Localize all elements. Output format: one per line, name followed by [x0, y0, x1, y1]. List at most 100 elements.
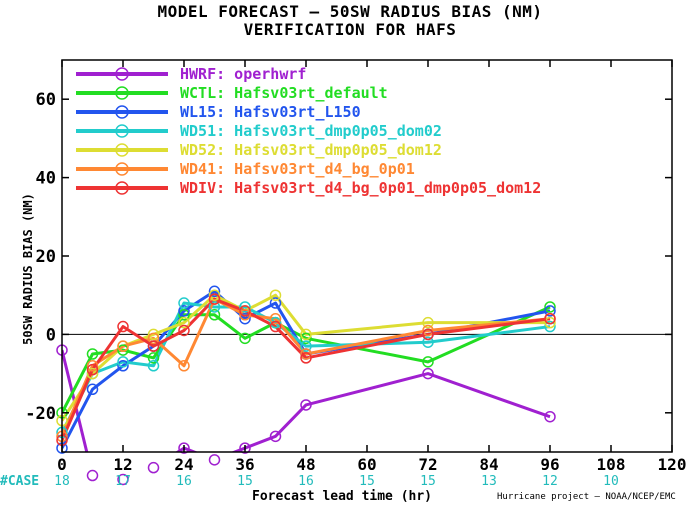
- legend-marker-1: [115, 86, 129, 100]
- legend-marker-0: [115, 67, 129, 81]
- data-point-2-7: [269, 297, 282, 309]
- data-point-0-10: [544, 410, 556, 423]
- data-point-5-2: [117, 340, 129, 352]
- chart-title: MODEL FORECAST – 50SW RADIUS BIAS (NM): [157, 2, 543, 21]
- data-point-2-4: [178, 305, 190, 317]
- data-point-5-9: [422, 324, 434, 337]
- data-point-2-1: [86, 383, 99, 396]
- legend-entry-5: WD41: Hafsv03rt_d4_bg_0p01: [180, 160, 415, 178]
- data-point-3-7: [269, 316, 282, 329]
- data-point-3-5: [208, 301, 221, 313]
- x-tick-label: 96: [540, 455, 559, 474]
- data-point-3-10: [544, 320, 556, 333]
- series-line-0: [62, 349, 551, 452]
- legend-marker-2: [115, 105, 129, 119]
- case-count: 13: [481, 474, 497, 489]
- x-axis-label: Forecast lead time (hr): [252, 489, 433, 504]
- data-point-5-3: [147, 332, 160, 345]
- data-point-6-9: [422, 328, 434, 341]
- data-point-0-2: [117, 473, 129, 486]
- series-line-5: [62, 297, 551, 437]
- data-point-1-8: [300, 332, 312, 345]
- data-point-5-8: [300, 348, 312, 360]
- data-point-4-10: [544, 316, 556, 329]
- data-point-5-6: [239, 309, 251, 321]
- data-point-3-2: [117, 356, 129, 368]
- data-point-6-2: [117, 320, 129, 333]
- series-line-2: [62, 289, 551, 449]
- x-tick-label: 24: [174, 455, 193, 474]
- data-point-6-8: [300, 352, 312, 364]
- data-point-5-1: [86, 360, 99, 372]
- x-tick-label: 36: [235, 455, 254, 474]
- y-tick-label: -20: [25, 404, 56, 424]
- x-tick-label: 120: [658, 455, 687, 474]
- series-lines: [62, 289, 551, 452]
- x-tick-label: 48: [296, 455, 315, 474]
- case-count: 17: [115, 474, 131, 489]
- case-count: 15: [359, 474, 375, 489]
- data-point-0-8: [300, 399, 312, 411]
- data-point-2-10: [544, 305, 556, 317]
- case-count: 12: [542, 474, 558, 489]
- data-point-0-1: [86, 469, 99, 482]
- data-point-1-1: [86, 348, 99, 360]
- data-point-4-4: [178, 316, 190, 329]
- x-tick-label: 84: [479, 455, 498, 474]
- data-point-4-5: [208, 289, 221, 301]
- legend-marker-5: [115, 162, 129, 176]
- data-point-4-3: [147, 328, 160, 341]
- data-point-2-5: [208, 285, 221, 298]
- case-count: 15: [237, 474, 253, 489]
- x-tick-label: 72: [418, 455, 437, 474]
- data-point-0-5: [208, 454, 221, 466]
- series-line-6: [62, 297, 551, 441]
- data-point-1-3: [147, 352, 160, 364]
- data-point-1-10: [544, 301, 556, 313]
- legend-entry-2: WL15: Hafsv03rt_L150: [180, 103, 361, 121]
- data-point-5-4: [178, 360, 190, 372]
- data-point-1-4: [178, 309, 190, 321]
- case-count: 10: [603, 474, 619, 489]
- data-point-6-6: [239, 305, 251, 317]
- data-point-1-9: [422, 356, 434, 368]
- case-count: 15: [420, 474, 436, 489]
- data-point-6-3: [147, 340, 160, 352]
- y-tick-label: 60: [36, 90, 56, 110]
- series-line-4: [62, 293, 550, 422]
- data-point-2-6: [239, 312, 251, 325]
- legend-entry-4: WD52: Hafsv03rt_dmp0p05_dom12: [180, 141, 442, 159]
- data-point-4-7: [269, 289, 282, 301]
- case-count: 16: [176, 474, 192, 489]
- x-tick-label: 0: [57, 455, 67, 474]
- data-point-4-9: [422, 316, 434, 329]
- y-tick-label: 40: [36, 169, 56, 189]
- legend-marker-3: [115, 124, 129, 138]
- data-point-0-9: [422, 367, 434, 380]
- y-tick-label: 20: [36, 247, 56, 267]
- y-tick-label: 0: [46, 325, 56, 345]
- data-point-5-7: [269, 312, 282, 325]
- data-point-3-6: [239, 301, 251, 313]
- data-point-1-6: [239, 332, 251, 345]
- legend-entry-1: WCTL: Hafsv03rt_default: [180, 84, 388, 102]
- legend-marker-4: [115, 143, 129, 157]
- data-point-4-8: [300, 328, 312, 341]
- data-point-6-7: [269, 320, 282, 333]
- credit-text: Hurricane project – NOAA/NCEP/EMC: [497, 492, 676, 502]
- data-point-6-10: [544, 312, 556, 325]
- data-point-6-4: [178, 324, 190, 337]
- data-point-0-7: [269, 430, 282, 443]
- data-point-1-2: [117, 344, 129, 356]
- legend-entry-6: WDIV: Hafsv03rt_d4_bg_0p01_dmp0p05_dom12: [180, 179, 541, 197]
- data-point-3-9: [422, 336, 434, 348]
- chart-subtitle: VERIFICATION FOR HAFS: [243, 20, 457, 39]
- plot-frame: [61, 59, 673, 453]
- data-point-3-4: [178, 297, 190, 309]
- case-count: 16: [298, 474, 314, 489]
- legend-marker-6: [115, 181, 129, 195]
- data-point-3-8: [300, 340, 312, 352]
- data-point-0-4: [178, 442, 190, 454]
- data-point-6-5: [208, 293, 221, 305]
